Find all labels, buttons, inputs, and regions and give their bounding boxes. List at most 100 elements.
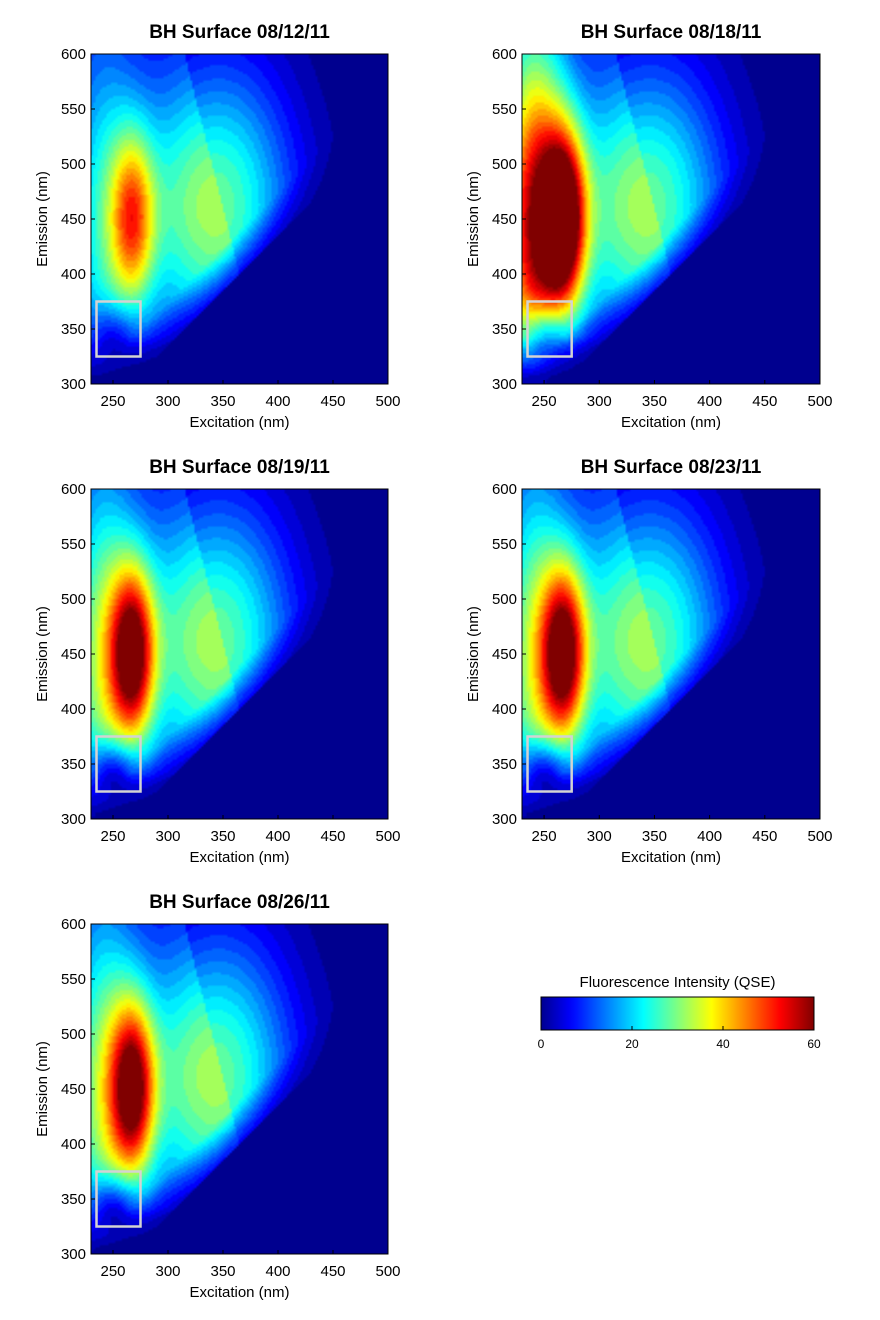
x-tick-label: 450: [320, 393, 345, 410]
y-tick-label: 450: [61, 211, 86, 228]
x-tick-label: 350: [210, 1263, 235, 1280]
y-tick-label: 600: [61, 46, 86, 63]
x-tick-label: 400: [265, 828, 290, 845]
x-axis-label: Excitation (nm): [189, 849, 289, 866]
chart-title: BH Surface 08/18/11: [581, 22, 762, 43]
x-tick-label: 450: [752, 828, 777, 845]
y-tick-label: 350: [492, 321, 517, 338]
x-tick-label: 300: [155, 828, 180, 845]
y-axis-label: Emission (nm): [465, 171, 482, 267]
x-tick-label: 350: [642, 393, 667, 410]
x-tick-label: 400: [265, 1263, 290, 1280]
chart-title: BH Surface 08/12/11: [149, 22, 330, 43]
x-tick-label: 450: [320, 828, 345, 845]
y-tick-label: 400: [492, 266, 517, 283]
x-tick-label: 300: [587, 393, 612, 410]
x-tick-label: 400: [265, 393, 290, 410]
y-tick-label: 400: [61, 266, 86, 283]
x-tick-label: 300: [587, 828, 612, 845]
x-tick-label: 350: [210, 828, 235, 845]
colorbar: Fluorescence Intensity (QSE) 0 20 40 60: [538, 974, 821, 1051]
y-tick-label: 550: [61, 536, 86, 553]
colorbar-tick-label: 40: [716, 1037, 730, 1051]
colorbar-label: Fluorescence Intensity (QSE): [580, 974, 776, 991]
y-axis-label: Emission (nm): [34, 606, 51, 702]
x-axis-label: Excitation (nm): [189, 414, 289, 431]
y-tick-label: 300: [492, 811, 517, 828]
y-tick-label: 350: [61, 1191, 86, 1208]
heatmap-image: [91, 489, 388, 819]
x-tick-label: 500: [375, 828, 400, 845]
x-tick-label: 450: [752, 393, 777, 410]
y-tick-label: 500: [492, 591, 517, 608]
y-tick-label: 500: [61, 1026, 86, 1043]
colorbar-tick-label: 0: [538, 1037, 545, 1051]
x-axis-label: Excitation (nm): [621, 849, 721, 866]
y-tick-label: 600: [61, 481, 86, 498]
y-tick-label: 500: [61, 591, 86, 608]
y-tick-label: 500: [61, 156, 86, 173]
region-box: [526, 300, 573, 358]
x-tick-label: 450: [320, 1263, 345, 1280]
x-tick-label: 500: [807, 393, 832, 410]
panel-1: 250 300 350 400 450 500 300 350 400 450 500 550 600 B…: [34, 22, 401, 431]
heatmap-image: [91, 924, 388, 1254]
y-tick-label: 450: [492, 211, 517, 228]
x-tick-label: 400: [697, 828, 722, 845]
x-tick-label: 300: [155, 393, 180, 410]
region-box: [526, 735, 573, 793]
y-tick-label: 350: [61, 756, 86, 773]
x-tick-label: 250: [100, 1263, 125, 1280]
x-tick-label: 500: [375, 1263, 400, 1280]
y-tick-label: 300: [61, 376, 86, 393]
panel-2: 250 300 350 400 450 500 300 350 400 450 500 550 600 B…: [465, 22, 833, 431]
colorbar-scale: [540, 996, 815, 1031]
y-tick-label: 350: [492, 756, 517, 773]
x-tick-label: 500: [807, 828, 832, 845]
y-tick-label: 550: [492, 101, 517, 118]
y-tick-label: 400: [61, 701, 86, 718]
colorbar-tick-label: 60: [807, 1037, 821, 1051]
chart-title: BH Surface 08/23/11: [581, 457, 762, 478]
y-tick-label: 300: [61, 1246, 86, 1263]
y-tick-label: 500: [492, 156, 517, 173]
y-tick-label: 450: [61, 1081, 86, 1098]
y-tick-label: 300: [492, 376, 517, 393]
x-tick-label: 500: [375, 393, 400, 410]
y-tick-label: 400: [492, 701, 517, 718]
heatmap-image: [91, 54, 388, 384]
x-tick-label: 400: [697, 393, 722, 410]
chart-title: BH Surface 08/26/11: [149, 892, 330, 913]
y-tick-label: 550: [61, 971, 86, 988]
y-tick-label: 300: [61, 811, 86, 828]
y-tick-label: 550: [61, 101, 86, 118]
y-tick-label: 450: [61, 646, 86, 663]
x-axis-label: Excitation (nm): [621, 414, 721, 431]
y-tick-label: 600: [61, 916, 86, 933]
y-axis-label: Emission (nm): [34, 1041, 51, 1137]
x-tick-label: 350: [210, 393, 235, 410]
heatmap-image: [522, 489, 820, 819]
y-tick-label: 450: [492, 646, 517, 663]
chart-title: BH Surface 08/19/11: [149, 457, 330, 478]
y-tick-label: 350: [61, 321, 86, 338]
panel-3: 250 300 350 400 450 500 300 350 400 450 500 550 600 B…: [34, 457, 401, 866]
x-tick-label: 250: [100, 828, 125, 845]
x-tick-label: 250: [100, 393, 125, 410]
panel-4: 250 300 350 400 450 500 300 350 400 450 500 550 600 B…: [465, 457, 833, 866]
x-axis-label: Excitation (nm): [189, 1284, 289, 1301]
y-tick-label: 600: [492, 481, 517, 498]
panel-5: 250 300 350 400 450 500 300 350 400 450 500 550 600 B…: [34, 892, 401, 1301]
region-box: [95, 300, 142, 358]
x-tick-label: 250: [532, 828, 557, 845]
region-box: [95, 1170, 142, 1228]
region-box: [95, 735, 142, 793]
y-tick-label: 550: [492, 536, 517, 553]
y-axis-label: Emission (nm): [34, 171, 51, 267]
y-tick-label: 400: [61, 1136, 86, 1153]
x-tick-label: 300: [155, 1263, 180, 1280]
y-tick-label: 600: [492, 46, 517, 63]
y-axis-label: Emission (nm): [465, 606, 482, 702]
x-tick-label: 350: [642, 828, 667, 845]
